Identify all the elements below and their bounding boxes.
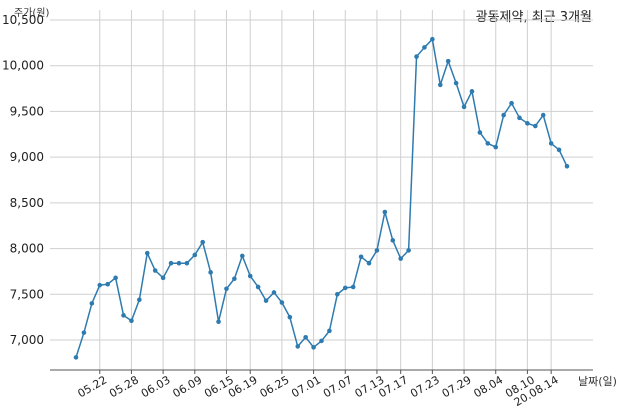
x-axis-label: 날짜(일) bbox=[578, 375, 617, 388]
data-point bbox=[540, 112, 546, 118]
data-point bbox=[303, 334, 308, 340]
data-point bbox=[232, 276, 237, 282]
data-point bbox=[255, 284, 261, 290]
data-point bbox=[525, 121, 530, 126]
data-point bbox=[247, 273, 253, 279]
data-point bbox=[406, 248, 411, 253]
data-point bbox=[414, 54, 419, 59]
data-point bbox=[224, 286, 229, 292]
data-point bbox=[453, 80, 459, 86]
data-point bbox=[493, 144, 499, 150]
data-point bbox=[208, 270, 213, 275]
data-point bbox=[81, 330, 87, 335]
data-point bbox=[350, 284, 356, 290]
data-point bbox=[152, 268, 158, 273]
data-point bbox=[342, 285, 348, 291]
data-point bbox=[263, 298, 269, 303]
data-point bbox=[97, 282, 103, 288]
x-tick-label: 06.03 bbox=[139, 373, 173, 400]
y-tick-label: 7,000 bbox=[10, 333, 44, 347]
y-tick-label: 8,500 bbox=[10, 196, 44, 210]
x-tick-label: 07.07 bbox=[321, 373, 355, 400]
y-tick-label: 10,500 bbox=[2, 13, 44, 27]
x-tick-label: 07.23 bbox=[408, 373, 442, 400]
y-tick-label: 9,500 bbox=[10, 104, 44, 118]
x-tick-label: 06.25 bbox=[258, 373, 292, 400]
y-tick-label: 7,500 bbox=[10, 287, 44, 301]
x-tick-label: 05.22 bbox=[75, 373, 109, 400]
y-axis-label: 주가(원) bbox=[14, 8, 50, 19]
data-point bbox=[390, 238, 396, 243]
data-point bbox=[422, 45, 427, 50]
data-point bbox=[501, 112, 506, 118]
data-point bbox=[73, 355, 79, 360]
data-point bbox=[168, 260, 174, 266]
data-point bbox=[469, 89, 475, 94]
data-point bbox=[160, 275, 166, 281]
data-point bbox=[144, 250, 150, 256]
data-point bbox=[287, 314, 293, 320]
data-point bbox=[548, 141, 554, 146]
data-point bbox=[430, 36, 435, 42]
y-tick-label: 10,000 bbox=[2, 59, 44, 73]
data-point bbox=[437, 82, 443, 88]
x-tick-label: 07.29 bbox=[440, 373, 474, 400]
y-tick-label: 8,000 bbox=[10, 242, 44, 256]
data-point bbox=[216, 319, 221, 325]
data-point bbox=[485, 141, 491, 146]
data-point bbox=[374, 248, 380, 253]
data-point bbox=[279, 300, 285, 305]
y-tick-label: 9,000 bbox=[10, 150, 44, 164]
data-point bbox=[358, 254, 364, 260]
data-point bbox=[105, 281, 110, 287]
x-tick-label: 08.04 bbox=[471, 373, 505, 400]
data-point bbox=[382, 209, 388, 215]
data-point bbox=[366, 260, 372, 266]
data-point bbox=[319, 338, 324, 344]
data-point bbox=[311, 345, 316, 350]
data-point bbox=[271, 290, 277, 295]
data-point bbox=[137, 297, 142, 303]
data-point bbox=[398, 256, 403, 261]
data-point bbox=[509, 100, 514, 106]
data-point bbox=[129, 318, 134, 324]
data-point bbox=[113, 275, 118, 281]
x-ticks: 05.2205.2806.0306.0906.1506.1906.2507.01… bbox=[75, 373, 560, 409]
data-point bbox=[461, 104, 467, 110]
data-point bbox=[327, 328, 332, 334]
axes bbox=[50, 369, 593, 374]
grid bbox=[50, 10, 593, 370]
data-point bbox=[517, 115, 522, 121]
chart-title: 광동제약, 최근 3개월 bbox=[475, 10, 592, 25]
data-point bbox=[556, 147, 562, 153]
data-point bbox=[445, 58, 451, 64]
data-point bbox=[200, 239, 206, 245]
data-point bbox=[240, 253, 245, 259]
data-point bbox=[564, 163, 570, 169]
y-ticks: 7,000 7,500 8,000 8,500 9,000 9,500 10,000 10,5… bbox=[2, 13, 44, 347]
series-layer bbox=[73, 36, 570, 360]
x-tick-label: 07.01 bbox=[289, 373, 323, 400]
series-line bbox=[75, 38, 568, 358]
data-point bbox=[176, 260, 182, 266]
data-point bbox=[295, 344, 301, 349]
x-tick-label: 06.09 bbox=[171, 373, 205, 400]
x-tick-label: 05.28 bbox=[107, 373, 141, 400]
data-point bbox=[533, 123, 538, 129]
data-point bbox=[184, 260, 190, 266]
data-point bbox=[89, 301, 95, 306]
data-point bbox=[121, 313, 126, 318]
data-point bbox=[477, 130, 483, 135]
data-point bbox=[192, 252, 198, 258]
data-point bbox=[335, 291, 340, 297]
